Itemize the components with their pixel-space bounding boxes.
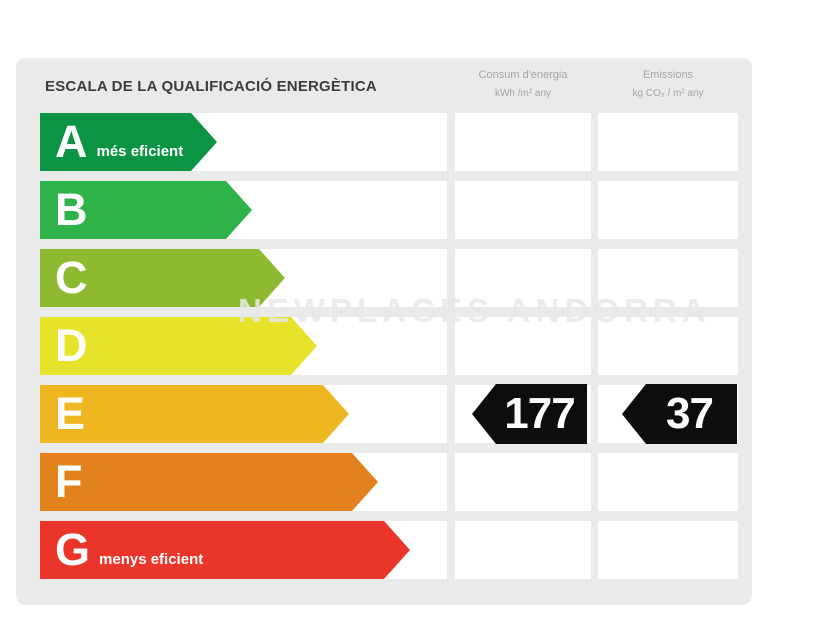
rating-arrow-g: G menys eficient [40, 521, 410, 579]
rating-arrow-f: F [40, 453, 378, 511]
consum-header-line2: kWh /m² any [494, 87, 552, 99]
column-header-consum: Consum d'energia kWh /m² any [455, 66, 591, 102]
rating-arrow-c: C [40, 249, 285, 307]
consum-value-badge: 177 [472, 384, 587, 444]
scale-row-d: D [16, 317, 752, 375]
rating-letter: C [55, 251, 88, 303]
rating-arrow-a: A més eficient [40, 113, 217, 171]
emissions-cell [598, 249, 738, 307]
efficiency-label: més eficient [96, 142, 184, 160]
scale-row-c: C [16, 249, 752, 307]
column-header-emissions: Emissions kg CO₂ / m² any [598, 66, 738, 102]
rating-letter: D [55, 319, 88, 371]
scale-row-g: G menys eficient [16, 521, 752, 579]
emissions-cell [598, 453, 738, 511]
efficiency-label: menys eficient [99, 550, 204, 568]
consum-cell [455, 521, 591, 579]
page-title: ESCALA DE LA QUALIFICACIÓ ENERGÈTICA [45, 78, 377, 95]
consum-header-line1: Consum d'energia [478, 69, 568, 81]
emissions-cell [598, 317, 738, 375]
emissions-cell [598, 181, 738, 239]
consum-cell [455, 317, 591, 375]
consum-cell [455, 453, 591, 511]
scale-rows: A més eficient B C [16, 113, 752, 579]
scale-row-a: A més eficient [16, 113, 752, 171]
emissions-header-line2: kg CO₂ / m² any [632, 87, 704, 99]
consum-value: 177 [504, 389, 575, 438]
emissions-header-line1: Emissions [642, 69, 694, 81]
scale-row-b: B [16, 181, 752, 239]
rating-letter: E [55, 387, 86, 439]
rating-letter: B [55, 183, 88, 235]
emissions-value-badge: 37 [622, 384, 737, 444]
rating-letter: A [55, 115, 88, 167]
rating-arrow-d: D [40, 317, 317, 375]
consum-cell [455, 249, 591, 307]
energy-scale-panel: ESCALA DE LA QUALIFICACIÓ ENERGÈTICA Con… [16, 58, 752, 605]
emissions-cell [598, 521, 738, 579]
rating-letter: F [55, 455, 83, 507]
rating-arrow-e: E [40, 385, 349, 443]
scale-row-f: F [16, 453, 752, 511]
rating-arrow-b: B [40, 181, 252, 239]
scale-row-e: E 177 37 [16, 384, 752, 444]
rating-letter: G [55, 523, 91, 575]
emissions-cell [598, 113, 738, 171]
consum-cell [455, 113, 591, 171]
consum-cell [455, 181, 591, 239]
emissions-value: 37 [666, 389, 714, 438]
